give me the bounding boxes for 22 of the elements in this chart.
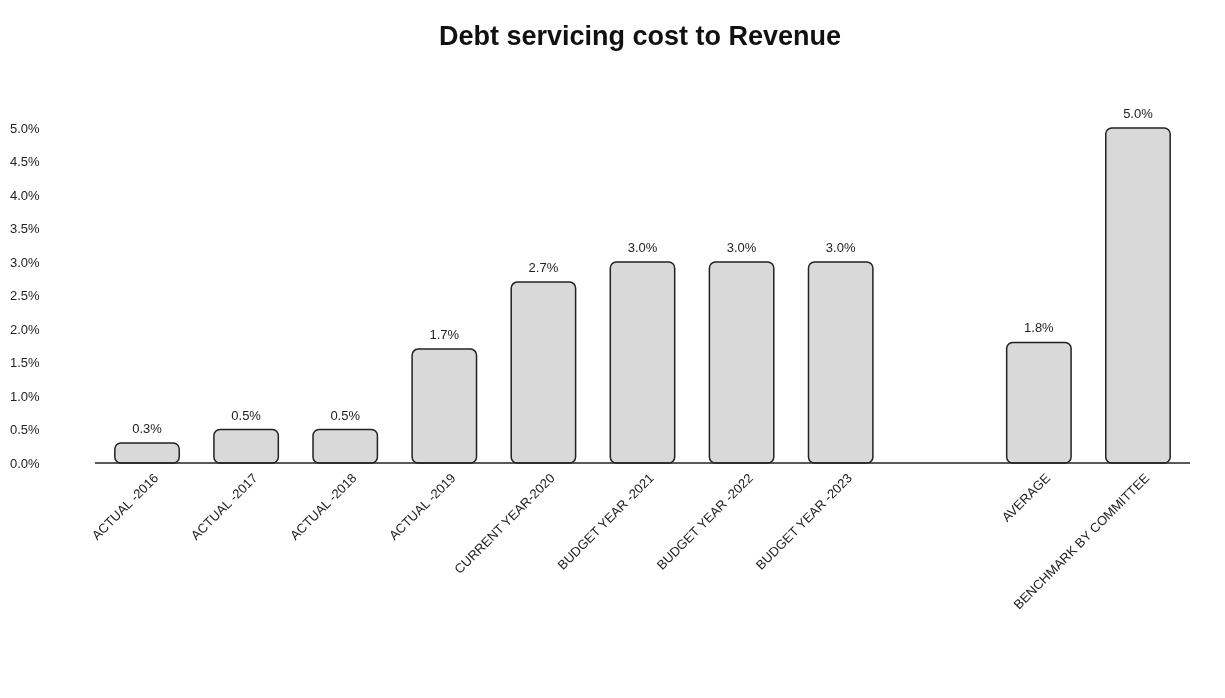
chart-title: Debt servicing cost to Revenue: [438, 21, 842, 51]
y-tick-label: 3.0%: [10, 254, 41, 270]
data-label: 1.8%: [1024, 320, 1055, 336]
y-tick-label: 1.0%: [10, 388, 41, 404]
data-label: 3.0%: [627, 240, 658, 255]
y-tick-label: 1.5%: [10, 355, 41, 371]
data-label: 0.3%: [132, 420, 163, 436]
y-tick-label: 0.0%: [10, 455, 41, 471]
data-label: 0.5%: [231, 407, 262, 423]
y-tick-label: 0.5%: [10, 422, 41, 438]
data-label: 0.5%: [330, 407, 361, 423]
data-label: 3.0%: [726, 240, 757, 255]
y-tick-label: 4.0%: [10, 187, 41, 203]
y-tick-label: 4.5%: [10, 154, 41, 170]
y-tick-label: 2.0%: [10, 321, 41, 337]
y-tick-label: 2.5%: [10, 288, 41, 304]
data-label: 5.0%: [1123, 106, 1154, 121]
data-label: 3.0%: [825, 240, 856, 255]
data-label: 1.7%: [429, 327, 460, 343]
y-tick-label: 3.5%: [10, 221, 41, 237]
data-label: 2.7%: [528, 260, 559, 276]
y-tick-label: 5.0%: [10, 120, 41, 136]
